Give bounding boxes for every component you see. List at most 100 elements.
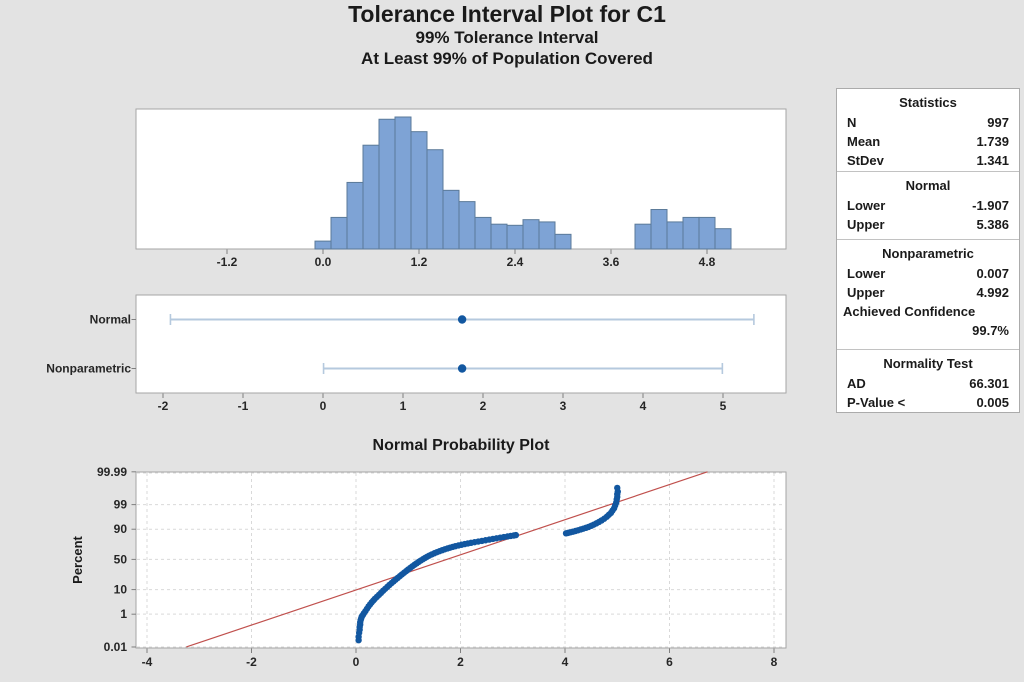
stat-value: 1.341 [976, 153, 1009, 168]
histogram-bar [554, 233, 572, 250]
x-tick-label: -4 [142, 655, 153, 669]
x-tick-label: 0 [353, 655, 360, 669]
stat-value: 66.301 [969, 376, 1009, 391]
histogram-bar [474, 216, 492, 250]
x-tick-label: 2 [480, 399, 487, 413]
x-tick-label: -1 [238, 399, 249, 413]
x-tick-label: -1.2 [217, 255, 238, 269]
x-tick-label: 0 [320, 399, 327, 413]
y-tick-label: 0.01 [104, 640, 128, 654]
stats-section-statistics: Statistics N 997 Mean 1.739 StDev 1.341 [837, 89, 1019, 171]
achieved-confidence-value: 99.7% [972, 323, 1009, 338]
stat-label: N [847, 115, 857, 130]
stat-label: P-Value < [847, 395, 906, 410]
stat-value: -1.907 [972, 198, 1009, 213]
histogram-bar [538, 221, 556, 250]
x-tick-label: 2.4 [507, 255, 524, 269]
histogram-bar [410, 131, 428, 250]
stats-section-normal: Normal Lower -1.907 Upper 5.386 [837, 171, 1019, 239]
x-tick-label: 2 [457, 655, 464, 669]
histogram-bar [362, 144, 380, 250]
stat-row-n: N 997 [837, 113, 1019, 132]
stat-label: Upper [847, 285, 885, 300]
interval-row-label: Normal [90, 313, 131, 327]
achieved-confidence-label: Achieved Confidence [843, 304, 976, 319]
histogram-bar [698, 216, 716, 250]
chart-subtitle-2: At Least 99% of Population Covered [361, 48, 653, 68]
data-point [614, 484, 621, 492]
x-tick-label: 4 [640, 399, 647, 413]
stat-label: Lower [847, 266, 886, 281]
histogram-bar [346, 181, 364, 250]
x-tick-label: -2 [158, 399, 169, 413]
x-tick-label: 3.6 [603, 255, 620, 269]
histogram-bar [522, 219, 540, 250]
x-tick-label: 5 [720, 399, 727, 413]
x-tick-label: 4.8 [699, 255, 716, 269]
interval-plot-panel: Normal Nonparametric -2 -1 0 1 2 3 4 5 [46, 294, 787, 413]
histogram-bar [314, 240, 332, 250]
stat-row-pvalue: P-Value < 0.005 [837, 393, 1019, 412]
section-header: Normal [905, 178, 951, 193]
stat-row-mean: Mean 1.739 [837, 132, 1019, 151]
y-tick-label: 1 [120, 607, 127, 621]
interval-center-point [457, 315, 467, 324]
stat-row-nonpar-lower: Lower 0.007 [837, 264, 1019, 283]
histogram-bar [714, 228, 732, 250]
stat-label: StDev [847, 153, 884, 168]
y-tick-label: 50 [114, 552, 128, 566]
title-block: Tolerance Interval Plot for C1 99% Toler… [0, 0, 1014, 70]
histogram-bar [394, 116, 412, 250]
stats-section-normality-test: Normality Test AD 66.301 P-Value < 0.005 [837, 349, 1019, 412]
x-tick-label: -2 [246, 655, 257, 669]
y-tick-label: 10 [114, 583, 128, 597]
histogram-bar [490, 223, 508, 250]
x-tick-label: 6 [666, 655, 673, 669]
interval-center-point [457, 364, 467, 373]
x-tick-label: 1 [400, 399, 407, 413]
histogram-bar [426, 149, 444, 250]
histogram-bar [330, 216, 348, 250]
histogram-bar [442, 189, 460, 250]
interval-plot-area [135, 294, 787, 394]
data-point [512, 531, 520, 539]
stat-row-normal-lower: Lower -1.907 [837, 196, 1019, 215]
x-tick-label: 4 [562, 655, 569, 669]
y-tick-label: 99 [114, 498, 128, 512]
interval-row-label: Nonparametric [46, 362, 131, 376]
section-header: Normality Test [883, 356, 973, 371]
normal-fit-line [186, 471, 708, 648]
stat-row-ad: AD 66.301 [837, 374, 1019, 393]
stat-label: AD [847, 376, 866, 391]
y-tick-label: 99.99 [97, 465, 127, 479]
histogram-bar [682, 216, 700, 250]
probability-plot-panel: 0.01 1 10 50 90 99 99.99 -4 -2 0 2 4 6 8 Percent [70, 465, 787, 669]
histogram-bar [666, 221, 684, 250]
histogram-panel: -1.2 0.0 1.2 2.4 3.6 4.8 [135, 108, 787, 269]
section-header: Nonparametric [882, 246, 974, 261]
stat-value: 5.386 [976, 217, 1009, 232]
stat-value: 0.005 [976, 395, 1009, 410]
x-tick-label: 1.2 [411, 255, 428, 269]
chart-subtitle-1: 99% Tolerance Interval [415, 28, 599, 48]
x-tick-label: 0.0 [315, 255, 332, 269]
histogram-bar [458, 201, 476, 250]
stat-value: 0.007 [976, 266, 1009, 281]
x-tick-label: 3 [560, 399, 567, 413]
histogram-bar [378, 118, 396, 250]
stat-label: Upper [847, 217, 885, 232]
stat-value: 4.992 [976, 285, 1009, 300]
x-tick-label: 8 [771, 655, 778, 669]
probability-plot-title: Normal Probability Plot [372, 437, 550, 454]
stat-label: Lower [847, 198, 886, 213]
stat-row-stdev: StDev 1.341 [837, 151, 1019, 170]
y-axis-label: Percent [70, 535, 85, 583]
section-header: Statistics [899, 95, 957, 110]
stat-row-normal-upper: Upper 5.386 [837, 215, 1019, 234]
stat-row-nonpar-upper: Upper 4.992 [837, 283, 1019, 302]
stat-label: Mean [847, 134, 881, 149]
stat-value: 1.739 [976, 134, 1009, 149]
histogram-bar [506, 224, 524, 250]
histogram-bar [634, 223, 652, 250]
statistics-panel: Statistics N 997 Mean 1.739 StDev 1.341 … [836, 88, 1020, 413]
